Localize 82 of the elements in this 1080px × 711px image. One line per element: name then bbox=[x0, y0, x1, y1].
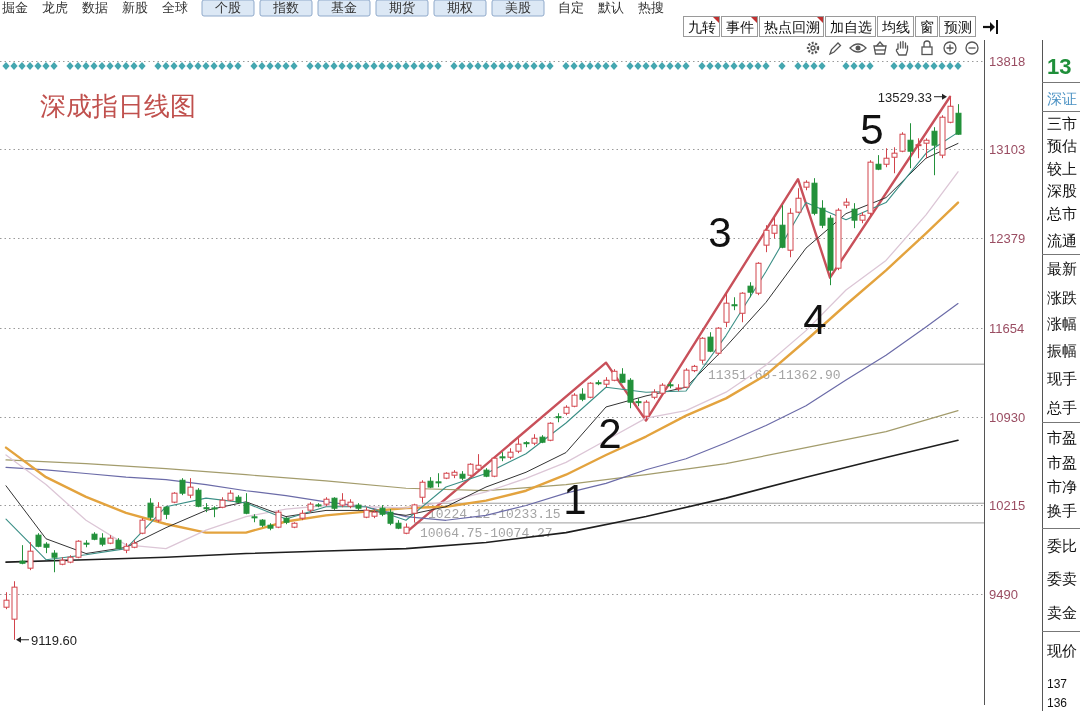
text: 预估 bbox=[1047, 136, 1077, 154]
line-series bbox=[5, 302, 959, 521]
text: 全球 bbox=[162, 0, 188, 15]
candlestick bbox=[51, 549, 58, 573]
candlestick bbox=[795, 187, 802, 214]
candlestick bbox=[883, 147, 890, 168]
text: 总市 bbox=[1046, 204, 1077, 222]
text: 事件 bbox=[725, 19, 754, 35]
candlestick bbox=[723, 292, 730, 328]
y-tick-label: 10215 bbox=[989, 497, 1026, 513]
candlestick bbox=[891, 146, 898, 174]
text: 均线 bbox=[880, 19, 910, 35]
text: 美股 bbox=[505, 0, 531, 15]
y-tick-label: 13818 bbox=[989, 53, 1026, 69]
text: 窗 bbox=[919, 19, 934, 35]
text: 数据 bbox=[82, 0, 108, 15]
text: 掘金 bbox=[2, 0, 28, 15]
y-tick-label: 9490 bbox=[989, 586, 1018, 602]
text: 较上 bbox=[1047, 159, 1077, 177]
text: 期权 bbox=[447, 0, 473, 15]
candlestick bbox=[419, 479, 426, 504]
candlestick bbox=[699, 336, 706, 365]
text: 委卖 bbox=[1047, 569, 1077, 587]
text: 委比 bbox=[1047, 536, 1077, 554]
text: 基金 bbox=[331, 0, 357, 15]
y-tick-label: 11654 bbox=[989, 320, 1025, 336]
text: 深成指日线图 bbox=[40, 91, 196, 121]
text: 现手 bbox=[1047, 369, 1077, 387]
text: 涨跌 bbox=[1047, 288, 1077, 306]
candlestick bbox=[851, 202, 858, 229]
annotation: 5 bbox=[860, 105, 884, 153]
candlestick bbox=[915, 137, 922, 159]
text: 热搜 bbox=[638, 0, 664, 15]
candlestick bbox=[27, 541, 34, 571]
annotation: 3 bbox=[708, 208, 732, 256]
annotation: 13529.33 bbox=[877, 89, 932, 105]
text: 个股 bbox=[215, 0, 241, 15]
text: 期货 bbox=[389, 0, 415, 15]
text: 总手 bbox=[1046, 398, 1077, 416]
text: 137 bbox=[1047, 677, 1068, 691]
text: 预测 bbox=[943, 19, 972, 35]
text: 市盈 bbox=[1047, 428, 1077, 446]
candlestick bbox=[923, 137, 930, 159]
candlestick bbox=[643, 399, 650, 421]
y-tick-label: 13103 bbox=[989, 141, 1026, 157]
text: 新股 bbox=[122, 0, 148, 15]
text: 指数 bbox=[272, 0, 299, 15]
text: 三市 bbox=[1047, 114, 1077, 132]
text: 136 bbox=[1047, 696, 1068, 710]
text: 振幅 bbox=[1047, 341, 1077, 359]
text: 市盈 bbox=[1047, 453, 1077, 471]
y-tick-label: 12379 bbox=[989, 230, 1026, 246]
annotation: 1 bbox=[563, 475, 587, 523]
text: 现价 bbox=[1047, 641, 1077, 659]
text: 流通 bbox=[1047, 231, 1077, 249]
text: 深股 bbox=[1047, 181, 1077, 199]
candlestick bbox=[931, 126, 938, 176]
candlestick bbox=[739, 291, 746, 323]
candlestick bbox=[955, 103, 962, 136]
candlestick bbox=[907, 122, 914, 169]
candlestick bbox=[147, 497, 154, 521]
candlestick bbox=[779, 204, 786, 249]
annotation: 4 bbox=[803, 295, 827, 343]
text: 换手 bbox=[1047, 501, 1077, 519]
text: 最新 bbox=[1047, 259, 1077, 277]
candlestick bbox=[187, 477, 194, 499]
text: 默认 bbox=[597, 0, 624, 15]
text: 热点回溯 bbox=[763, 19, 820, 35]
text: 龙虎 bbox=[42, 0, 68, 15]
text: 13 bbox=[1047, 53, 1072, 79]
annotation: 2 bbox=[598, 409, 622, 457]
y-tick-label: 10930 bbox=[989, 409, 1026, 425]
candlestick bbox=[155, 501, 162, 523]
text: 卖金 bbox=[1047, 603, 1077, 621]
text: 涨幅 bbox=[1047, 314, 1077, 332]
text: 市净 bbox=[1047, 477, 1077, 495]
text: 自定 bbox=[558, 0, 584, 15]
text: 深证 bbox=[1047, 89, 1077, 107]
band-label: 10064.75-10074.27 bbox=[420, 525, 553, 541]
annotation: 9119.60 bbox=[31, 632, 78, 648]
text: 九转 bbox=[687, 19, 716, 35]
text: 加自选 bbox=[829, 19, 872, 35]
